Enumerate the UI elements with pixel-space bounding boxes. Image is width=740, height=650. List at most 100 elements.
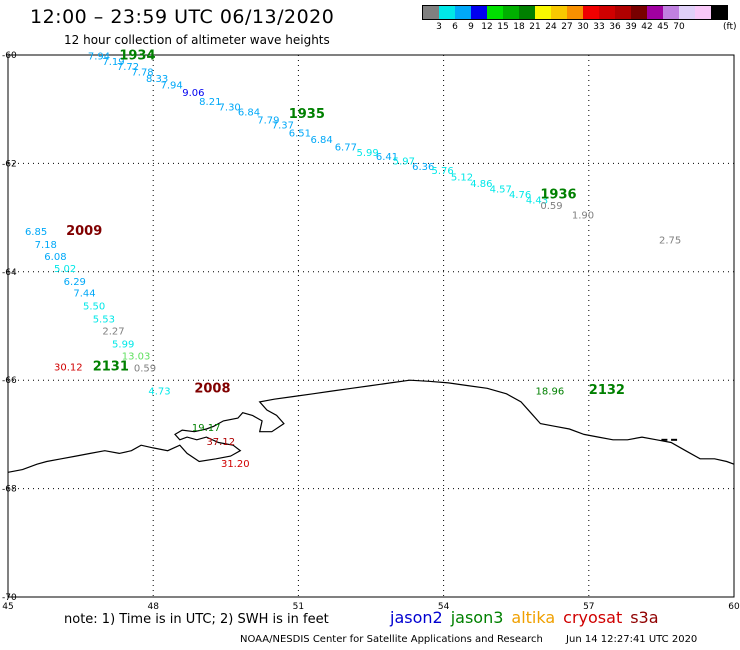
legend-tick: 39 <box>625 22 637 32</box>
satellite-name: cryosat <box>563 608 623 627</box>
legend-swatch <box>679 6 695 19</box>
wave-height-value: 6.36 <box>412 162 434 173</box>
footer: NOAA/NESDIS Center for Satellite Applica… <box>240 634 717 645</box>
wave-height-points: 7.947.197.727.788.337.949.068.217.306.84… <box>25 51 681 470</box>
wave-height-value: 30.12 <box>54 362 83 373</box>
wave-height-value: 4.76 <box>509 190 531 201</box>
wave-height-value: 18.96 <box>536 386 565 397</box>
wave-height-value: 4.57 <box>490 185 512 196</box>
wave-height-value: 8.21 <box>199 97 221 108</box>
wave-height-value: 6.41 <box>376 152 398 163</box>
legend-tick: 6 <box>452 22 458 32</box>
lat-tick-label: -70 <box>2 593 17 603</box>
wave-height-value: 6.85 <box>25 227 47 238</box>
wave-height-value: 7.19 <box>102 57 124 68</box>
wave-height-value: 7.72 <box>117 62 139 73</box>
legend-tick: 45 <box>657 22 669 32</box>
footer-org: NOAA/NESDIS Center for Satellite Applica… <box>240 634 543 645</box>
wave-height-value: 0.59 <box>540 201 562 212</box>
legend-tick: 3 <box>436 22 442 32</box>
legend-swatch <box>471 6 487 19</box>
color-legend: 3 6 9 12 15 18 21 24 27 30 33 36 39 42 45 70 (ft) <box>422 5 737 34</box>
legend-swatch <box>599 6 615 19</box>
legend-swatch <box>631 6 647 19</box>
lat-tick-label: -62 <box>2 159 17 169</box>
map-title: 12:00 – 23:59 UTC 06/13/2020 <box>30 6 335 28</box>
satellite-name: altika <box>511 608 556 627</box>
wave-height-value: 5.97 <box>393 156 415 167</box>
track-time-label: 1935 <box>289 107 325 122</box>
lon-tick-label: 57 <box>583 602 594 612</box>
map-grid <box>7 54 735 598</box>
wave-height-value: 1.90 <box>572 211 594 222</box>
lon-tick-label: 45 <box>2 602 13 612</box>
legend-tick: 70 <box>673 22 685 32</box>
legend-swatch <box>647 6 663 19</box>
legend-swatch <box>583 6 599 19</box>
wave-height-value: 5.12 <box>451 173 473 184</box>
legend-tick: 42 <box>641 22 653 32</box>
satellite-name: jason2 <box>390 608 443 627</box>
legend-tick: 24 <box>545 22 557 32</box>
legend-swatch <box>455 6 471 19</box>
wave-height-value: 6.51 <box>289 128 311 139</box>
legend-tick: 30 <box>577 22 589 32</box>
legend-ticks: 3 6 9 12 15 18 21 24 27 30 33 36 39 42 45 70 <box>422 20 728 34</box>
wave-height-value: 5.99 <box>356 148 378 159</box>
wave-height-value: 5.02 <box>54 264 76 275</box>
wave-height-value: 7.18 <box>35 240 57 251</box>
wave-height-value: 6.84 <box>311 135 333 146</box>
wave-height-value: 6.77 <box>335 142 357 153</box>
legend-swatch <box>439 6 455 19</box>
wave-height-value: 6.08 <box>44 252 66 263</box>
lon-tick-label: 54 <box>438 602 450 612</box>
legend-swatches <box>422 5 728 20</box>
legend-swatch <box>487 6 503 19</box>
legend-swatch <box>663 6 679 19</box>
lat-tick-label: -68 <box>2 485 17 495</box>
wave-height-value: 6.29 <box>64 277 86 288</box>
coastline <box>7 379 735 473</box>
lat-tick-label: -66 <box>2 376 17 386</box>
wave-height-value: 7.94 <box>88 51 110 62</box>
wave-height-value: 4.43 <box>526 196 548 207</box>
wave-height-value: 7.94 <box>160 81 182 92</box>
lat-tick-label: -64 <box>2 268 17 278</box>
track-time-label: 2132 <box>589 383 625 398</box>
wave-height-value: 31.20 <box>221 459 250 470</box>
map-subtitle: 12 hour collection of altimeter wave hei… <box>64 33 330 47</box>
wave-height-value: 7.44 <box>73 289 95 300</box>
track-time-label: 2009 <box>66 224 102 239</box>
footer-timestamp: Jun 14 12:27:41 UTC 2020 <box>566 634 698 645</box>
satellite-name: jason3 <box>450 608 504 627</box>
legend-tick: 27 <box>561 22 573 32</box>
legend-swatch <box>535 6 551 19</box>
satellite-legend: jason2 jason3 altika cryosat s3a <box>390 608 667 627</box>
lon-tick-label: 51 <box>293 602 304 612</box>
legend-swatch <box>695 6 711 19</box>
wave-height-value: 13.03 <box>122 352 151 363</box>
legend-unit: (ft) <box>723 22 737 32</box>
legend-swatch <box>503 6 519 19</box>
wave-height-value: 8.33 <box>146 74 168 85</box>
legend-swatch <box>711 6 727 19</box>
wave-height-value: 6.84 <box>238 108 260 119</box>
legend-tick: 15 <box>497 22 509 32</box>
legend-tick: 21 <box>529 22 541 32</box>
wave-height-value: 9.06 <box>182 88 204 99</box>
wave-height-value: 2.27 <box>102 327 124 338</box>
lon-tick-label: 60 <box>728 602 740 612</box>
track-time-label: 1934 <box>119 48 155 63</box>
legend-tick: 18 <box>513 22 525 32</box>
track-time-label: 1936 <box>540 188 576 203</box>
wave-height-value: 7.78 <box>131 68 153 79</box>
lon-tick-label: 48 <box>147 602 159 612</box>
legend-swatch <box>423 6 439 19</box>
wave-height-value: 37.12 <box>206 437 235 448</box>
wave-height-value: 4.86 <box>470 179 492 190</box>
legend-tick: 9 <box>468 22 474 32</box>
legend-tick: 33 <box>593 22 605 32</box>
satellite-name: s3a <box>630 608 659 627</box>
legend-tick: 36 <box>609 22 621 32</box>
